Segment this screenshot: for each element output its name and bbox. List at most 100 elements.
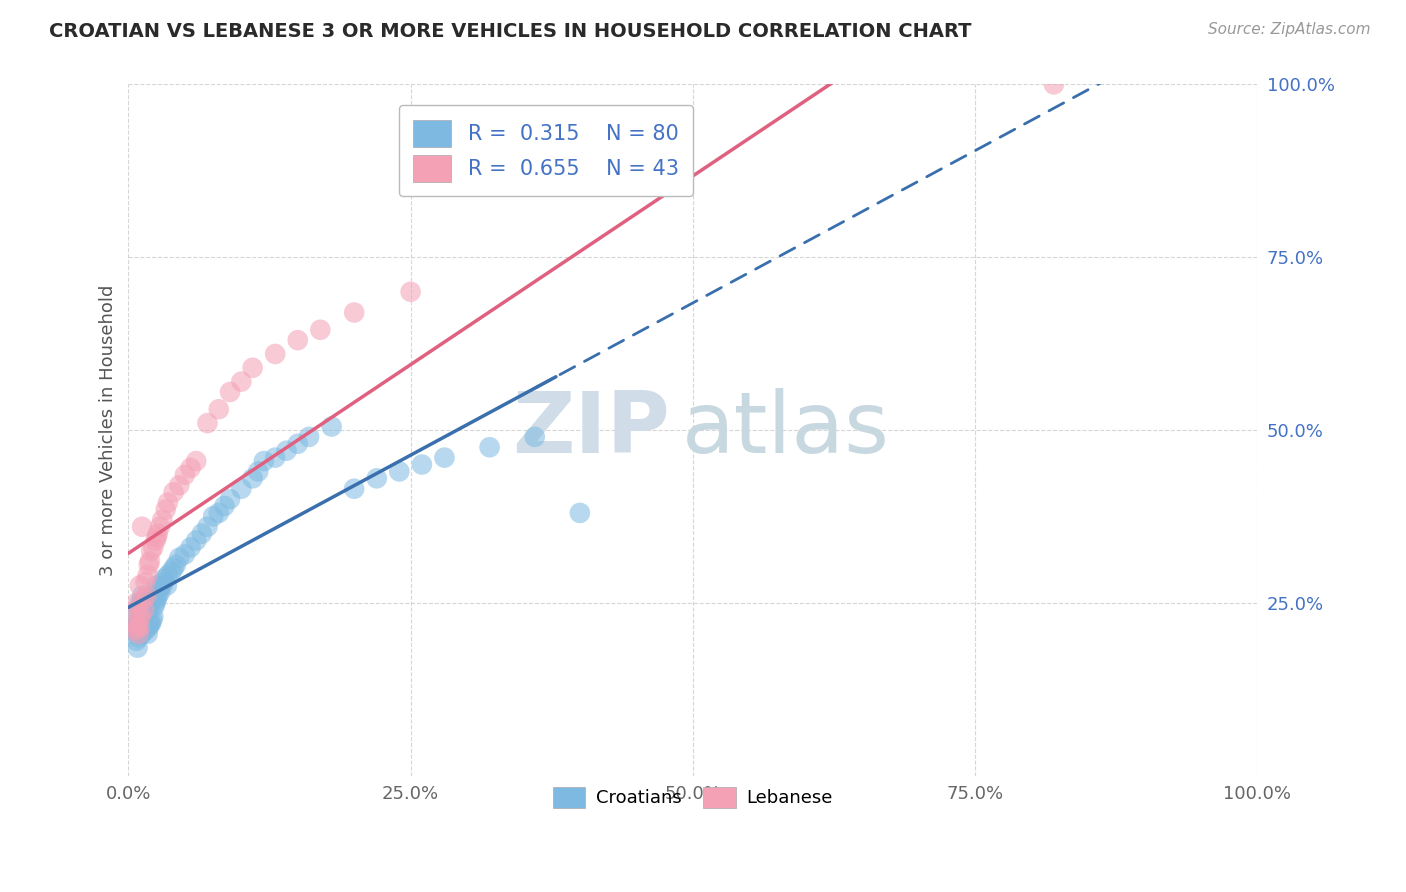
Point xyxy=(142,609,165,624)
Point xyxy=(399,285,422,299)
Point xyxy=(153,572,176,586)
Point xyxy=(134,624,156,638)
Point xyxy=(321,419,343,434)
Point xyxy=(131,589,153,603)
Legend: Croatians, Lebanese: Croatians, Lebanese xyxy=(546,780,841,815)
Point xyxy=(127,616,149,631)
Point xyxy=(141,613,163,627)
Point xyxy=(129,609,152,624)
Point xyxy=(191,526,214,541)
Point xyxy=(156,578,179,592)
Point xyxy=(127,620,149,634)
Point xyxy=(208,402,231,417)
Point xyxy=(165,558,187,572)
Point xyxy=(128,602,150,616)
Point xyxy=(142,589,165,603)
Point xyxy=(128,596,150,610)
Point xyxy=(132,624,155,638)
Point xyxy=(131,616,153,631)
Point xyxy=(122,624,145,638)
Point xyxy=(127,602,149,616)
Point xyxy=(139,596,162,610)
Point xyxy=(145,533,167,548)
Point xyxy=(145,592,167,607)
Point xyxy=(124,624,146,638)
Point xyxy=(139,554,162,568)
Point xyxy=(132,592,155,607)
Point xyxy=(134,592,156,607)
Point xyxy=(129,620,152,634)
Point xyxy=(138,558,160,572)
Point xyxy=(264,450,287,465)
Point xyxy=(219,384,242,399)
Point xyxy=(167,550,190,565)
Point xyxy=(139,544,162,558)
Point xyxy=(131,627,153,641)
Point xyxy=(125,633,148,648)
Point xyxy=(128,609,150,624)
Point xyxy=(219,492,242,507)
Point xyxy=(142,541,165,555)
Point xyxy=(125,609,148,624)
Point xyxy=(145,530,167,544)
Point xyxy=(156,495,179,509)
Point xyxy=(162,485,184,500)
Point xyxy=(134,620,156,634)
Point xyxy=(135,599,157,614)
Point xyxy=(208,506,231,520)
Point xyxy=(156,568,179,582)
Point xyxy=(287,333,309,347)
Point xyxy=(568,506,591,520)
Point xyxy=(231,375,253,389)
Point xyxy=(134,602,156,616)
Point xyxy=(138,620,160,634)
Point xyxy=(128,578,150,592)
Point xyxy=(231,482,253,496)
Point xyxy=(138,599,160,614)
Point xyxy=(366,471,388,485)
Point xyxy=(150,513,173,527)
Point xyxy=(134,602,156,616)
Point xyxy=(162,561,184,575)
Point xyxy=(127,640,149,655)
Point xyxy=(242,360,264,375)
Point xyxy=(135,589,157,603)
Text: Source: ZipAtlas.com: Source: ZipAtlas.com xyxy=(1208,22,1371,37)
Point xyxy=(129,599,152,614)
Point xyxy=(1043,78,1066,92)
Point xyxy=(186,533,208,548)
Point xyxy=(287,437,309,451)
Point xyxy=(523,430,546,444)
Point xyxy=(309,323,332,337)
Point xyxy=(134,609,156,624)
Point xyxy=(276,443,298,458)
Point xyxy=(124,620,146,634)
Text: CROATIAN VS LEBANESE 3 OR MORE VEHICLES IN HOUSEHOLD CORRELATION CHART: CROATIAN VS LEBANESE 3 OR MORE VEHICLES … xyxy=(49,22,972,41)
Point xyxy=(150,578,173,592)
Point xyxy=(167,478,190,492)
Point xyxy=(149,519,172,533)
Point xyxy=(478,440,501,454)
Point xyxy=(197,416,219,430)
Point xyxy=(152,574,174,589)
Point xyxy=(139,616,162,631)
Point xyxy=(136,606,159,620)
Point xyxy=(145,578,167,592)
Point xyxy=(186,454,208,468)
Point xyxy=(146,526,169,541)
Text: atlas: atlas xyxy=(682,389,890,472)
Point xyxy=(174,547,197,561)
Point xyxy=(180,461,202,475)
Point xyxy=(148,582,170,596)
Y-axis label: 3 or more Vehicles in Household: 3 or more Vehicles in Household xyxy=(100,285,117,575)
Point xyxy=(139,616,162,631)
Point xyxy=(253,454,276,468)
Point xyxy=(131,519,153,533)
Point xyxy=(180,541,202,555)
Point xyxy=(388,465,411,479)
Point xyxy=(146,589,169,603)
Point xyxy=(132,609,155,624)
Point xyxy=(139,592,162,607)
Point xyxy=(136,568,159,582)
Point xyxy=(433,450,456,465)
